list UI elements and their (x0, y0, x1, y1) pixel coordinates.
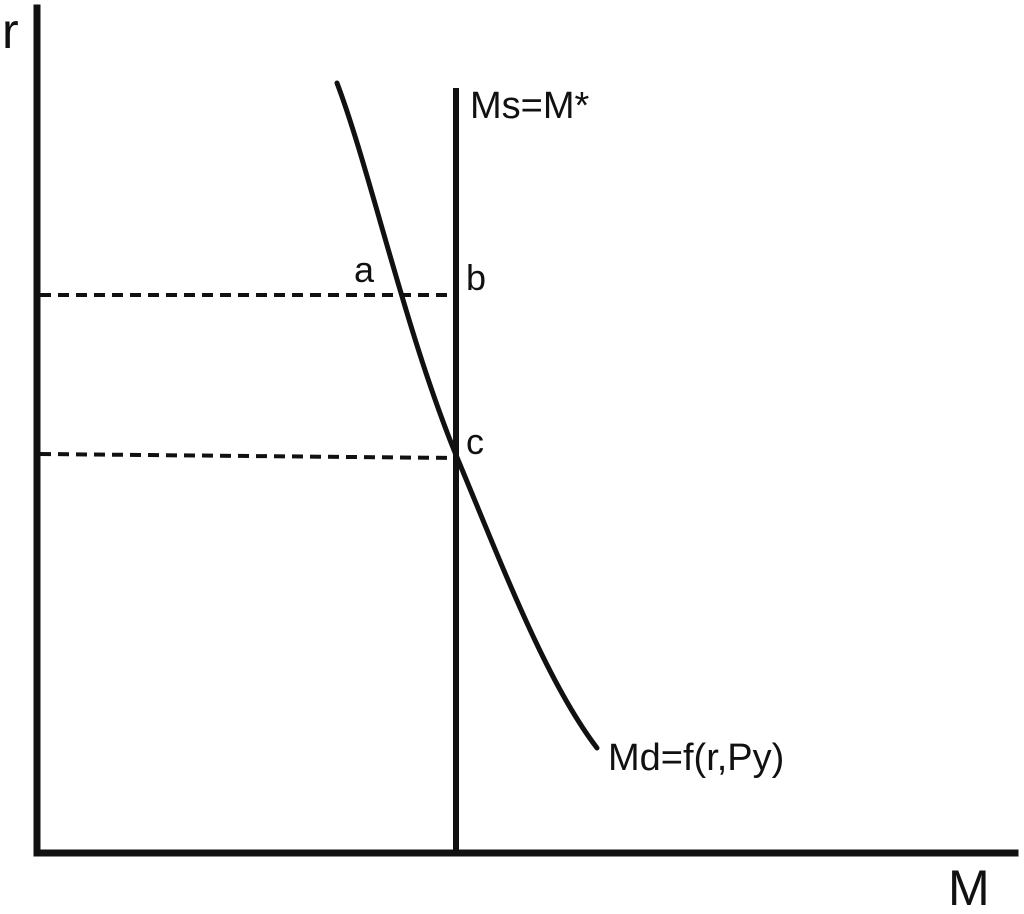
x-axis-label: M (948, 860, 990, 914)
point-b-label: b (466, 257, 486, 298)
guide-line-lower (39, 452, 457, 460)
y-axis-label: r (2, 3, 19, 59)
point-a-label: a (354, 249, 375, 290)
money-demand-curve (334, 80, 600, 751)
money-demand-label: Md=f(r,Py) (608, 737, 784, 779)
money-supply-label: Ms=M* (470, 85, 590, 127)
point-c-label: c (466, 421, 484, 462)
